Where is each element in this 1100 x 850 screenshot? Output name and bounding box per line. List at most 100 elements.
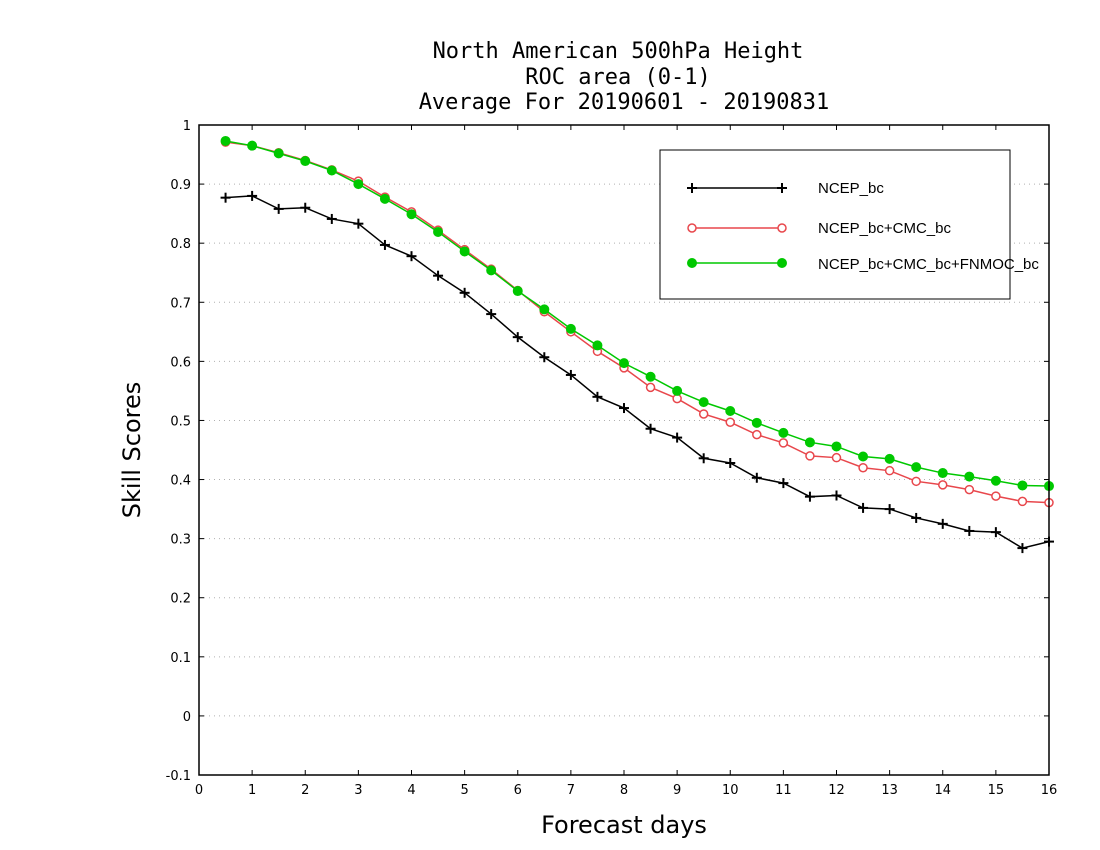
- y-tick-label: 0.4: [170, 474, 191, 489]
- x-tick-label: 8: [620, 783, 628, 798]
- x-tick-label: 3: [354, 783, 362, 798]
- legend-label-ncep-cmc: NCEP_bc+CMC_bc: [818, 220, 951, 237]
- data-point-ncep-cmc-fnmoc: [645, 371, 656, 382]
- data-point-ncep-cmc-fnmoc: [725, 406, 736, 416]
- x-tick-label: 11: [775, 783, 792, 798]
- data-point-ncep-cmc: [831, 452, 842, 463]
- data-point-ncep-bc: [858, 502, 869, 513]
- data-point-ncep-bc: [433, 270, 444, 281]
- data-point-ncep-bc: [353, 218, 364, 229]
- data-point-ncep-cmc-fnmoc: [379, 193, 390, 204]
- chart-title-line-3: Average For 20190601 - 20190831: [419, 90, 830, 115]
- legend-marker-ncep-cmc-fnmoc: [687, 258, 697, 268]
- data-point-ncep-cmc: [778, 438, 789, 448]
- x-tick-label: 2: [301, 783, 309, 798]
- data-point-ncep-bc: [619, 403, 629, 414]
- data-point-ncep-cmc-fnmoc: [911, 462, 922, 473]
- data-point-ncep-bc: [565, 369, 576, 380]
- axis-ticks: -0.100.10.20.30.40.50.60.70.80.910 1 2 3 4 5 6…: [166, 119, 1058, 798]
- x-tick-label: 6: [514, 783, 522, 798]
- legend-marker-ncep-cmc-fnmoc: [777, 258, 787, 268]
- data-point-ncep-bc: [539, 352, 550, 363]
- data-point-ncep-bc: [459, 287, 470, 298]
- data-point-ncep-cmc: [938, 480, 948, 490]
- x-tick-label: 13: [881, 783, 898, 798]
- data-point-ncep-bc: [725, 458, 736, 468]
- x-tick-label: 9: [673, 783, 681, 798]
- data-point-ncep-cmc-fnmoc: [937, 468, 948, 479]
- legend-label-ncep-bc: NCEP_bc: [818, 180, 884, 197]
- data-point-ncep-cmc: [698, 409, 709, 419]
- legend-box: [659, 149, 1011, 300]
- data-point-ncep-cmc-fnmoc: [804, 437, 815, 448]
- data-point-ncep-bc: [698, 453, 709, 464]
- y-tick-label: 0.3: [170, 533, 191, 548]
- data-point-ncep-cmc-fnmoc: [512, 286, 523, 297]
- y-tick-label: 0.2: [170, 592, 191, 607]
- data-point-ncep-cmc: [1017, 496, 1028, 507]
- data-point-ncep-bc: [273, 203, 284, 214]
- data-point-ncep-cmc-fnmoc: [406, 209, 417, 220]
- data-point-ncep-bc: [326, 213, 337, 224]
- data-point-ncep-bc: [406, 251, 417, 262]
- x-tick-label: 14: [934, 783, 951, 798]
- data-point-ncep-bc: [990, 527, 1001, 538]
- x-tick-label: 15: [988, 783, 1005, 798]
- data-point-ncep-cmc-fnmoc: [565, 323, 576, 334]
- y-tick-label: 0.9: [170, 178, 191, 193]
- legend-marker-ncep-cmc: [777, 223, 787, 233]
- data-point-ncep-cmc-fnmoc: [300, 156, 311, 167]
- data-point-ncep-cmc-fnmoc: [326, 165, 337, 176]
- y-tick-label: 0.1: [170, 651, 191, 666]
- data-point-ncep-bc: [592, 391, 603, 402]
- chart-title-line-1: North American 500hPa Height: [433, 39, 804, 64]
- data-point-ncep-cmc: [725, 417, 735, 427]
- legend-samples: [687, 183, 787, 268]
- data-point-ncep-bc: [937, 518, 948, 529]
- data-point-ncep-cmc-fnmoc: [751, 417, 762, 428]
- data-point-ncep-cmc: [911, 476, 921, 487]
- data-point-ncep-cmc-fnmoc: [884, 453, 895, 464]
- y-tick-label: 1: [183, 119, 191, 134]
- x-axis-label: Forecast days: [541, 811, 707, 839]
- legend-marker-ncep-bc: [777, 183, 787, 193]
- data-point-ncep-cmc-fnmoc: [459, 246, 470, 257]
- data-point-ncep-bc: [831, 490, 842, 501]
- x-tick-label: 7: [567, 783, 575, 798]
- data-point-ncep-bc: [300, 202, 311, 213]
- data-point-ncep-cmc-fnmoc: [672, 385, 683, 396]
- data-point-ncep-bc: [379, 239, 390, 250]
- x-tick-label: 0: [195, 783, 203, 798]
- data-point-ncep-cmc: [805, 451, 815, 461]
- data-series: [220, 135, 1054, 554]
- x-tick-label: 5: [460, 783, 468, 798]
- data-point-ncep-bc: [911, 512, 922, 523]
- data-point-ncep-cmc-fnmoc: [619, 358, 629, 369]
- x-tick-label: 12: [828, 783, 845, 798]
- y-tick-label: 0.8: [170, 237, 191, 252]
- y-tick-label: 0.7: [170, 296, 191, 311]
- data-point-ncep-cmc: [645, 382, 656, 393]
- y-tick-label: 0.5: [170, 414, 191, 429]
- x-tick-label: 1: [248, 783, 256, 798]
- data-point-ncep-cmc: [991, 491, 1001, 501]
- data-point-ncep-bc: [964, 525, 975, 536]
- y-tick-label: 0: [183, 710, 191, 725]
- data-point-ncep-cmc-fnmoc: [433, 226, 444, 237]
- data-point-ncep-bc: [486, 309, 497, 320]
- data-point-ncep-bc: [672, 432, 683, 443]
- data-point-ncep-cmc-fnmoc: [220, 135, 231, 146]
- data-point-ncep-cmc: [752, 429, 762, 440]
- data-point-ncep-cmc-fnmoc: [486, 265, 497, 276]
- y-tick-label: -0.1: [166, 769, 191, 784]
- data-point-ncep-cmc-fnmoc: [539, 304, 550, 315]
- data-point-ncep-cmc-fnmoc: [698, 397, 709, 408]
- legend-marker-ncep-cmc: [687, 223, 697, 233]
- data-point-ncep-bc: [512, 332, 523, 343]
- y-tick-label: 0.6: [170, 355, 191, 370]
- data-point-ncep-cmc-fnmoc: [592, 340, 603, 351]
- data-point-ncep-cmc-fnmoc: [353, 179, 364, 190]
- data-point-ncep-cmc: [884, 465, 895, 476]
- data-point-ncep-bc: [1017, 543, 1028, 554]
